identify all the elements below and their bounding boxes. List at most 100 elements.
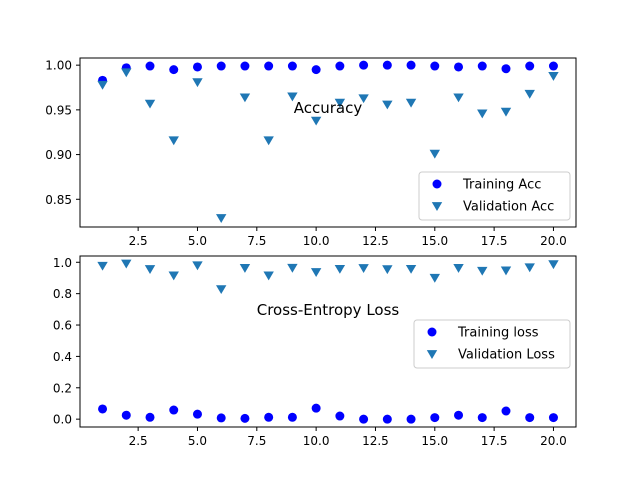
x-tick-label: 12.5 bbox=[362, 234, 389, 248]
loss-legend-entry-validation: Validation Loss bbox=[426, 348, 555, 363]
accuracy-legend: Training Acc Validation Acc bbox=[418, 171, 571, 221]
accuracy-legend-entry-training: Training Acc bbox=[432, 178, 541, 193]
accuracy-legend-box bbox=[418, 171, 571, 221]
training-point bbox=[335, 411, 345, 421]
training-point bbox=[240, 413, 250, 423]
legend-training-marker bbox=[427, 327, 437, 337]
x-tick-label: 2.5 bbox=[129, 234, 148, 248]
training-point bbox=[430, 413, 440, 423]
accuracy-x-axis: 2.5 5.0 7.5 10.0 12.5 15.0 17.5 20.0 bbox=[129, 227, 567, 248]
loss-legend-box bbox=[413, 319, 571, 369]
training-point bbox=[287, 61, 297, 71]
x-tick-label: 7.5 bbox=[247, 434, 266, 448]
x-tick-label: 15.0 bbox=[421, 434, 448, 448]
y-tick-label: 0.95 bbox=[45, 103, 72, 117]
x-tick-label: 5.0 bbox=[188, 434, 207, 448]
validation-point bbox=[548, 71, 559, 81]
training-point bbox=[145, 412, 155, 422]
validation-point bbox=[121, 259, 132, 269]
validation-point bbox=[358, 264, 369, 274]
x-tick-label: 7.5 bbox=[247, 234, 266, 248]
training-point bbox=[169, 405, 179, 415]
training-point bbox=[454, 62, 464, 72]
loss-x-axis: 2.5 5.0 7.5 10.0 12.5 15.0 17.5 20.0 bbox=[129, 427, 567, 448]
loss-axes-frame bbox=[79, 255, 577, 428]
validation-point bbox=[334, 264, 346, 274]
legend-validation-symbol bbox=[431, 202, 443, 211]
accuracy-subplot: 2.5 5.0 7.5 10.0 12.5 15.0 17.5 20.0 0.850.900.… bbox=[45, 57, 577, 248]
validation-point bbox=[121, 68, 132, 78]
validation-point bbox=[477, 266, 488, 276]
validation-point bbox=[429, 273, 440, 283]
validation-point bbox=[287, 263, 298, 273]
training-point bbox=[121, 410, 131, 420]
loss-legend-entry-training: Training loss bbox=[427, 326, 539, 341]
y-tick-label: 0.6 bbox=[53, 319, 72, 333]
validation-point bbox=[477, 109, 488, 119]
x-tick-label: 2.5 bbox=[129, 434, 148, 448]
legend-validation-marker bbox=[426, 350, 438, 359]
validation-point bbox=[334, 98, 346, 108]
validation-point bbox=[263, 136, 274, 146]
validation-point bbox=[405, 264, 417, 274]
training-point bbox=[264, 412, 274, 422]
validation-point bbox=[144, 99, 156, 109]
training-point bbox=[264, 61, 274, 71]
validation-point bbox=[97, 261, 108, 271]
legend-validation-acc-label: Validation Acc bbox=[463, 200, 554, 215]
legend-training-acc-label: Training Acc bbox=[462, 178, 541, 193]
training-point bbox=[145, 61, 155, 71]
accuracy-y-axis: 0.85 0.90 0.95 1.00 bbox=[45, 59, 80, 207]
accuracy-data-points bbox=[97, 60, 559, 223]
training-point bbox=[335, 61, 345, 71]
training-point bbox=[454, 410, 464, 420]
validation-point bbox=[239, 93, 251, 103]
validation-point bbox=[500, 107, 512, 117]
y-tick-label: 1.0 bbox=[53, 256, 72, 270]
validation-point bbox=[310, 116, 322, 126]
training-point bbox=[477, 413, 487, 423]
training-point bbox=[311, 403, 321, 413]
training-point bbox=[287, 412, 297, 422]
legend-training-symbol bbox=[427, 327, 437, 337]
legend-validation-symbol bbox=[426, 350, 438, 359]
x-tick-label: 15.0 bbox=[421, 234, 448, 248]
validation-point bbox=[382, 265, 393, 275]
training-point bbox=[192, 62, 202, 72]
legend-training-marker bbox=[432, 179, 442, 189]
training-point bbox=[240, 61, 250, 71]
training-point bbox=[192, 409, 202, 419]
loss-legend: Training loss Validation Loss bbox=[413, 319, 571, 369]
loss-data-points bbox=[97, 259, 559, 424]
legend-validation-loss-label: Validation Loss bbox=[458, 348, 555, 363]
validation-point bbox=[524, 263, 535, 273]
x-tick-label: 10.0 bbox=[303, 234, 330, 248]
training-point bbox=[501, 406, 511, 416]
x-tick-label: 17.5 bbox=[481, 434, 508, 448]
legend-training-symbol bbox=[432, 179, 442, 189]
validation-point bbox=[382, 100, 393, 110]
training-point bbox=[382, 414, 392, 424]
validation-point bbox=[263, 271, 274, 281]
training-point bbox=[477, 61, 487, 71]
validation-point bbox=[192, 261, 203, 271]
validation-point bbox=[453, 264, 464, 273]
validation-point bbox=[524, 89, 535, 99]
training-point bbox=[98, 404, 108, 414]
training-point bbox=[501, 64, 511, 74]
accuracy-title: Accuracy bbox=[294, 99, 363, 117]
x-tick-label: 17.5 bbox=[481, 234, 508, 248]
training-point bbox=[311, 65, 321, 75]
validation-point bbox=[287, 92, 298, 102]
validation-point bbox=[216, 214, 227, 223]
accuracy-legend-entry-validation: Validation Acc bbox=[431, 200, 554, 215]
training-point bbox=[359, 414, 369, 424]
validation-point bbox=[453, 93, 464, 103]
training-point bbox=[406, 414, 416, 424]
validation-point bbox=[168, 136, 179, 146]
validation-point bbox=[192, 78, 203, 88]
x-tick-label: 10.0 bbox=[303, 434, 330, 448]
training-point bbox=[430, 61, 440, 71]
training-point bbox=[216, 413, 226, 423]
